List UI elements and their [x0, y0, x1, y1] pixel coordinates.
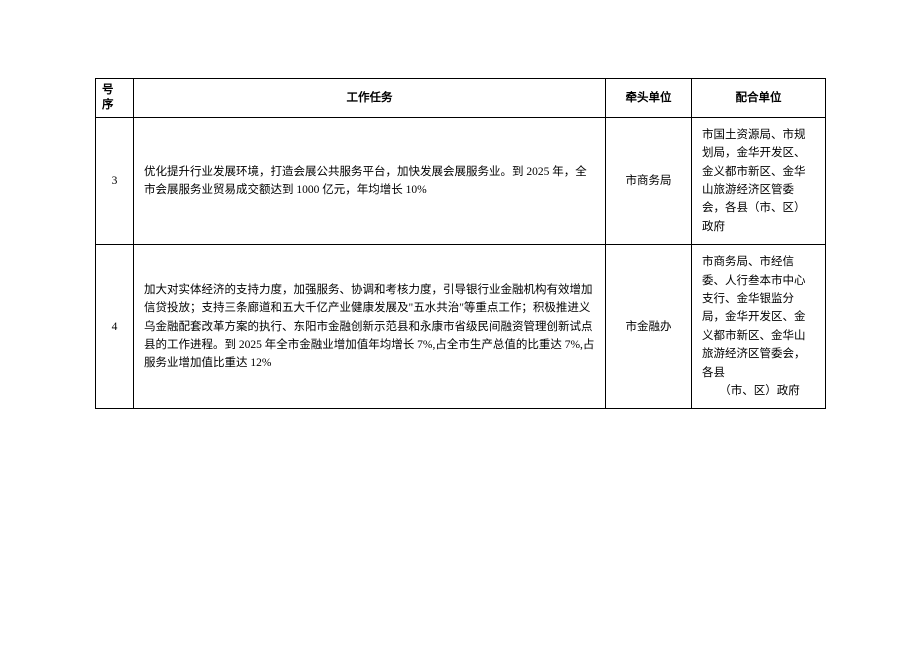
cell-coop-line1: 市商务局、市经信委、人行叁本市中心支行、金华银监分局，金华开发区、金义都市新区、…	[702, 256, 806, 378]
cell-seq: 3	[96, 117, 134, 244]
cell-lead: 市金融办	[606, 245, 692, 409]
header-seq-line2: 序	[102, 99, 114, 111]
header-task: 工作任务	[134, 79, 606, 118]
cell-lead: 市商务局	[606, 117, 692, 244]
table-row: 3 优化提升行业发展环境，打造会展公共服务平台，加快发展会展服务业。到 2025…	[96, 117, 826, 244]
cell-task: 优化提升行业发展环境，打造会展公共服务平台，加快发展会展服务业。到 2025 年…	[134, 117, 606, 244]
cell-coop: 市商务局、市经信委、人行叁本市中心支行、金华银监分局，金华开发区、金义都市新区、…	[692, 245, 826, 409]
header-seq-line1: 号	[102, 84, 114, 96]
table-header-row: 号 序 工作任务 牵头单位 配合单位	[96, 79, 826, 118]
header-coop: 配合单位	[692, 79, 826, 118]
cell-coop: 市国土资源局、市规划局，金华开发区、金义都市新区、金华山旅游经济区管委会，各县（…	[692, 117, 826, 244]
header-lead: 牵头单位	[606, 79, 692, 118]
cell-task: 加大对实体经济的支持力度，加强服务、协调和考核力度，引导银行业金融机构有效增加信…	[134, 245, 606, 409]
cell-coop-line2: （市、区）政府	[702, 382, 800, 400]
task-table: 号 序 工作任务 牵头单位 配合单位 3 优化提升行业发展环境，打造会展公共服务…	[95, 78, 826, 409]
cell-seq: 4	[96, 245, 134, 409]
table-row: 4 加大对实体经济的支持力度，加强服务、协调和考核力度，引导银行业金融机构有效增…	[96, 245, 826, 409]
header-seq: 号 序	[96, 79, 134, 118]
